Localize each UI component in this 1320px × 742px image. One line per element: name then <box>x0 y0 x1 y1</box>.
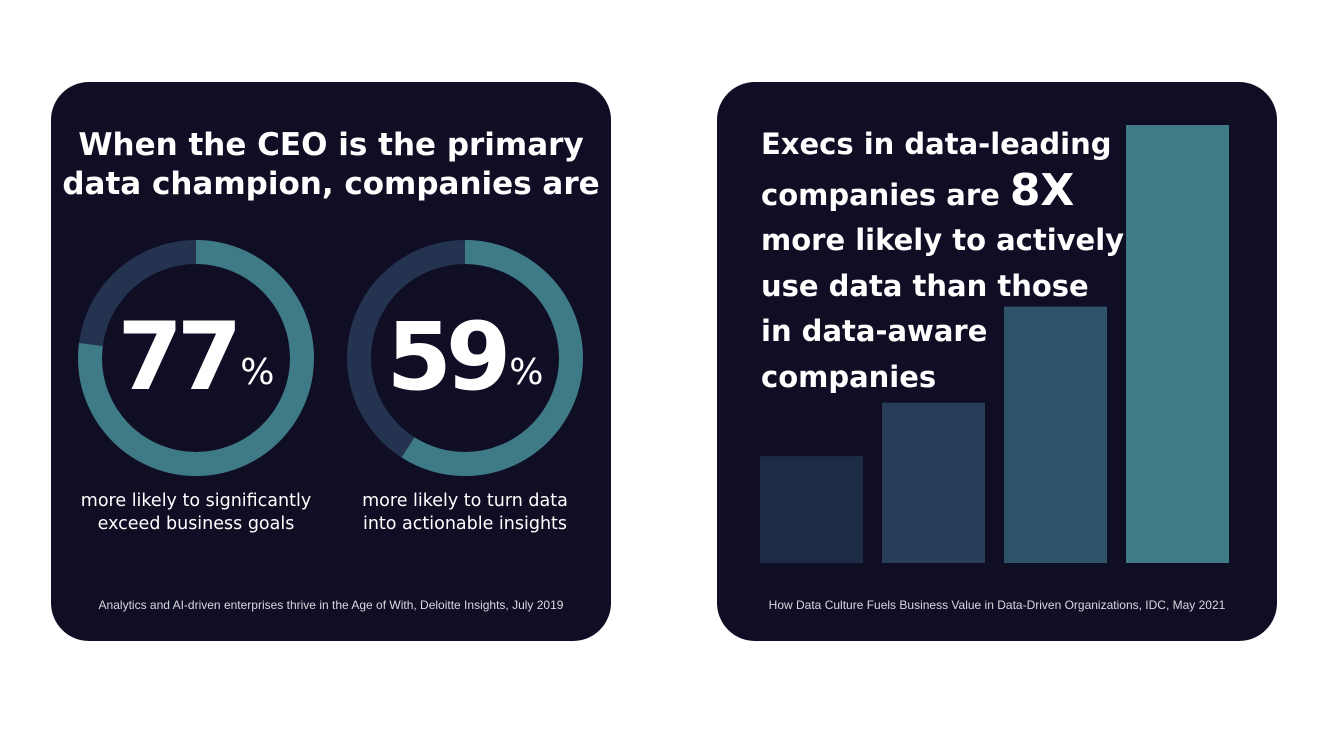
right-text-line-2: companies are 8X <box>761 164 1141 219</box>
stat-caption-1-line-1: more likely to significantly <box>80 491 312 511</box>
bar-2 <box>882 402 985 563</box>
stat-caption-1: more likely to significantly exceed busi… <box>56 490 336 536</box>
donut-chart-77: 77% <box>76 238 316 478</box>
bar-4 <box>1126 125 1229 563</box>
multiplier-8x: 8X <box>1009 164 1075 216</box>
stat-value-1: 77 <box>117 303 242 412</box>
right-text-line-6: companies <box>761 359 937 394</box>
left-card-title: When the CEO is the primary data champio… <box>51 126 611 204</box>
right-text-line-3: more likely to actively <box>761 223 1125 257</box>
left-title-line-2: data champion, companies are <box>62 166 600 202</box>
right-text-line-1: Execs in data-leading <box>761 127 1112 161</box>
stat-value-2: 59 <box>386 303 511 412</box>
stat-unit-1: % <box>240 352 275 393</box>
right-source-citation: How Data Culture Fuels Business Value in… <box>768 598 1226 612</box>
donut-1-fill <box>78 240 314 476</box>
right-card-text: Execs in data-leading companies are 8X mo… <box>761 122 1141 400</box>
donut-1-value: 77% <box>76 238 316 478</box>
left-source-citation: Analytics and AI-driven enterprises thri… <box>98 598 564 612</box>
ceo-data-champion-card: When the CEO is the primary data champio… <box>51 82 611 641</box>
bar-chart <box>760 125 1229 563</box>
stat-caption-2: more likely to turn data into actionable… <box>325 490 605 536</box>
data-leading-execs-card: Execs in data-leading companies are 8X mo… <box>717 82 1277 641</box>
donut-2-fill <box>347 240 583 476</box>
stat-caption-1-line-2: exceed business goals <box>97 514 295 534</box>
right-text-line-2-words: companies are <box>761 177 1000 212</box>
bar-1 <box>760 456 863 563</box>
stat-unit-2: % <box>509 352 544 393</box>
stat-caption-2-line-2: into actionable insights <box>362 514 568 534</box>
stat-caption-2-line-1: more likely to turn data <box>362 491 568 511</box>
right-text-line-5: in data-aware <box>761 314 988 348</box>
left-title-line-1: When the CEO is the primary <box>78 127 584 163</box>
right-text-line-4: use data than those <box>761 268 1089 303</box>
donut-2-value: 59% <box>345 238 585 478</box>
donut-chart-59: 59% <box>345 238 585 478</box>
bar-3 <box>1004 306 1107 563</box>
